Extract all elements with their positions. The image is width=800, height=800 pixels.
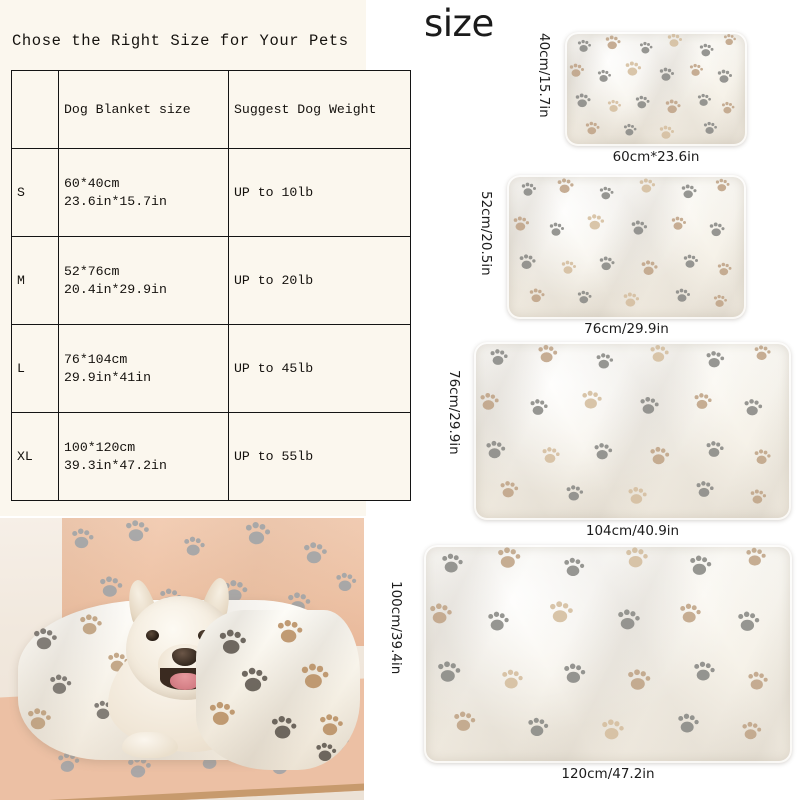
- header-cell-weight: Suggest Dog Weight: [228, 70, 411, 149]
- blanket-edge-m: [507, 175, 746, 319]
- blanket-width-label-m: 76cm/29.9in: [584, 321, 669, 337]
- table-row: S 60*40cm 23.6in*15.7in UP to 10lb: [11, 148, 411, 237]
- blanket-edge-s: [565, 32, 747, 146]
- table-row: L 76*104cm 29.9in*41in UP to 45lb: [11, 324, 411, 413]
- header-cell-code: [11, 70, 59, 149]
- blanket-width-label-l: 104cm/40.9in: [585, 523, 680, 539]
- paw-pattern-l: [474, 342, 791, 520]
- table-row: XL 100*120cm 39.3in*47.2in UP to 55lb: [11, 412, 411, 501]
- row-size-code: XL: [11, 412, 59, 501]
- blanket-height-label-xl: 100cm/39.4in: [388, 581, 404, 675]
- blanket-swatch-l: [474, 342, 791, 520]
- blanket-fabric-xl: [424, 545, 792, 763]
- lifestyle-photo: French bulldog wrapped in paw-print blan…: [0, 518, 364, 800]
- row-size-code: M: [11, 236, 59, 325]
- blanket-swatch-s: [565, 32, 747, 146]
- blanket-width-label-s: 60cm*23.6in: [612, 149, 700, 165]
- size-heading: size: [424, 2, 494, 45]
- blanket-height-label-l: 76cm/29.9in: [446, 370, 462, 455]
- row-blanket-size: 100*120cm 39.3in*47.2in: [58, 412, 229, 501]
- blanket-edge-xl: [424, 545, 792, 763]
- header-cell-blanket-size: Dog Blanket size: [58, 70, 229, 149]
- row-blanket-size: 60*40cm 23.6in*15.7in: [58, 148, 229, 237]
- blanket-edge-l: [474, 342, 791, 520]
- paw-pattern-s: [565, 32, 747, 146]
- photo-white-blanket-right: [196, 610, 360, 770]
- photo-dog-paw: [122, 732, 178, 758]
- size-table: Dog Blanket size Suggest Dog Weight S 60…: [11, 70, 411, 501]
- photo-dog-eye-left: [146, 630, 159, 641]
- blanket-width-label-xl: 120cm/47.2in: [561, 766, 655, 782]
- table-row: M 52*76cm 20.4in*29.9in UP to 20lb: [11, 236, 411, 325]
- photo-dog-tongue: [170, 673, 200, 690]
- row-blanket-size: 52*76cm 20.4in*29.9in: [58, 236, 229, 325]
- paw-pattern-xl: [424, 545, 792, 763]
- row-size-code: L: [11, 324, 59, 413]
- blanket-height-label-m: 52cm/20.5in: [478, 191, 494, 276]
- row-weight: UP to 20lb: [228, 236, 411, 325]
- photo-dog-nose: [172, 648, 198, 666]
- blanket-height-label-s: 40cm/15.7in: [536, 33, 552, 118]
- table-title: Chose the Right Size for Your Pets: [12, 32, 349, 50]
- row-blanket-size: 76*104cm 29.9in*41in: [58, 324, 229, 413]
- row-weight: UP to 10lb: [228, 148, 411, 237]
- blanket-swatch-m: [507, 175, 746, 319]
- paw-pattern-m: [507, 175, 746, 319]
- row-weight: UP to 55lb: [228, 412, 411, 501]
- table-header-row: Dog Blanket size Suggest Dog Weight: [11, 70, 411, 149]
- blanket-swatch-xl: [424, 545, 792, 763]
- row-weight: UP to 45lb: [228, 324, 411, 413]
- row-size-code: S: [11, 148, 59, 237]
- paw-pattern-white-right: [209, 619, 343, 762]
